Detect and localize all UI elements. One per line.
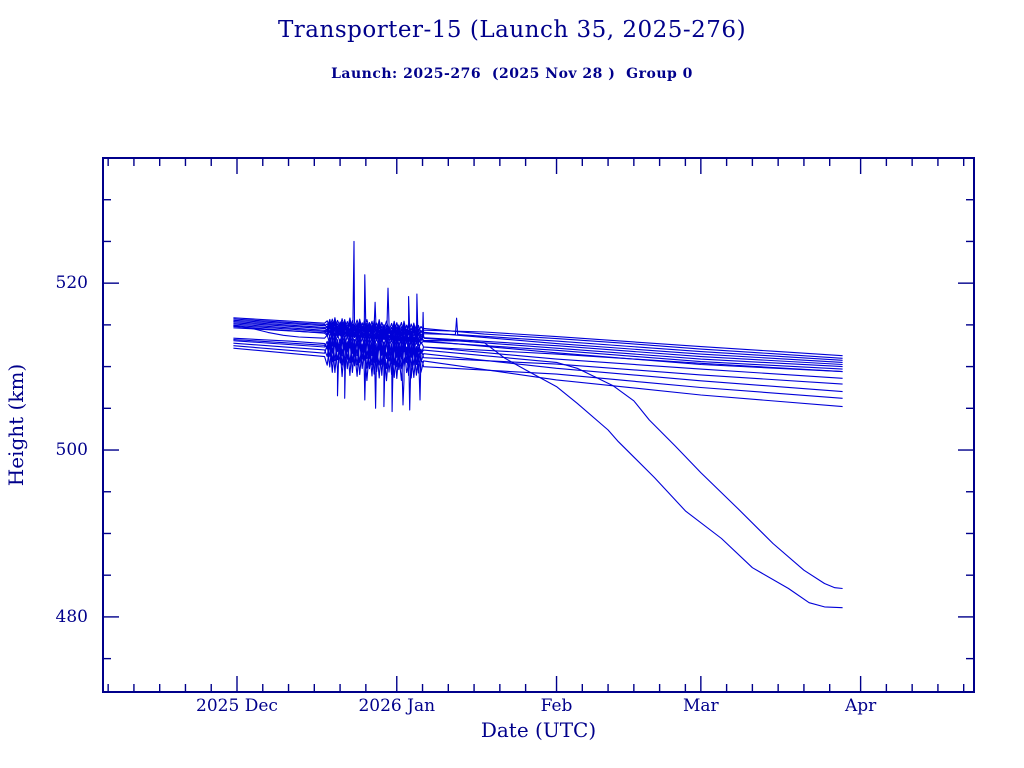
height-track-sat-06	[233, 293, 843, 368]
chart-subtitle: Launch: 2025-276 (2025 Nov 28 ) Group 0	[331, 66, 693, 82]
chart-title: Transporter-15 (Launch 35, 2025-276)	[277, 17, 747, 43]
y-axis-label: Height (km)	[4, 363, 28, 487]
x-tick-label: 2026 Jan	[358, 696, 436, 716]
x-tick-label: Feb	[540, 696, 573, 716]
height-track-sat-02	[233, 240, 843, 359]
x-tick-label: Mar	[683, 696, 719, 716]
y-tick-label: 520	[55, 273, 88, 294]
y-tick-label: 500	[55, 440, 88, 461]
height-track-sat-14	[233, 338, 843, 411]
x-axis-label: Date (UTC)	[480, 718, 597, 742]
height-track-sat-03	[233, 317, 843, 361]
height-track-sat-16-decayer	[233, 338, 843, 590]
y-tick-label: 480	[55, 606, 88, 627]
x-tick-label: 2025 Dec	[196, 696, 278, 716]
x-tick-label: Apr	[844, 696, 877, 716]
height-track-sat-15-decayer	[233, 327, 843, 609]
height-track-sat-13	[233, 335, 843, 406]
plot-frame	[102, 157, 975, 693]
